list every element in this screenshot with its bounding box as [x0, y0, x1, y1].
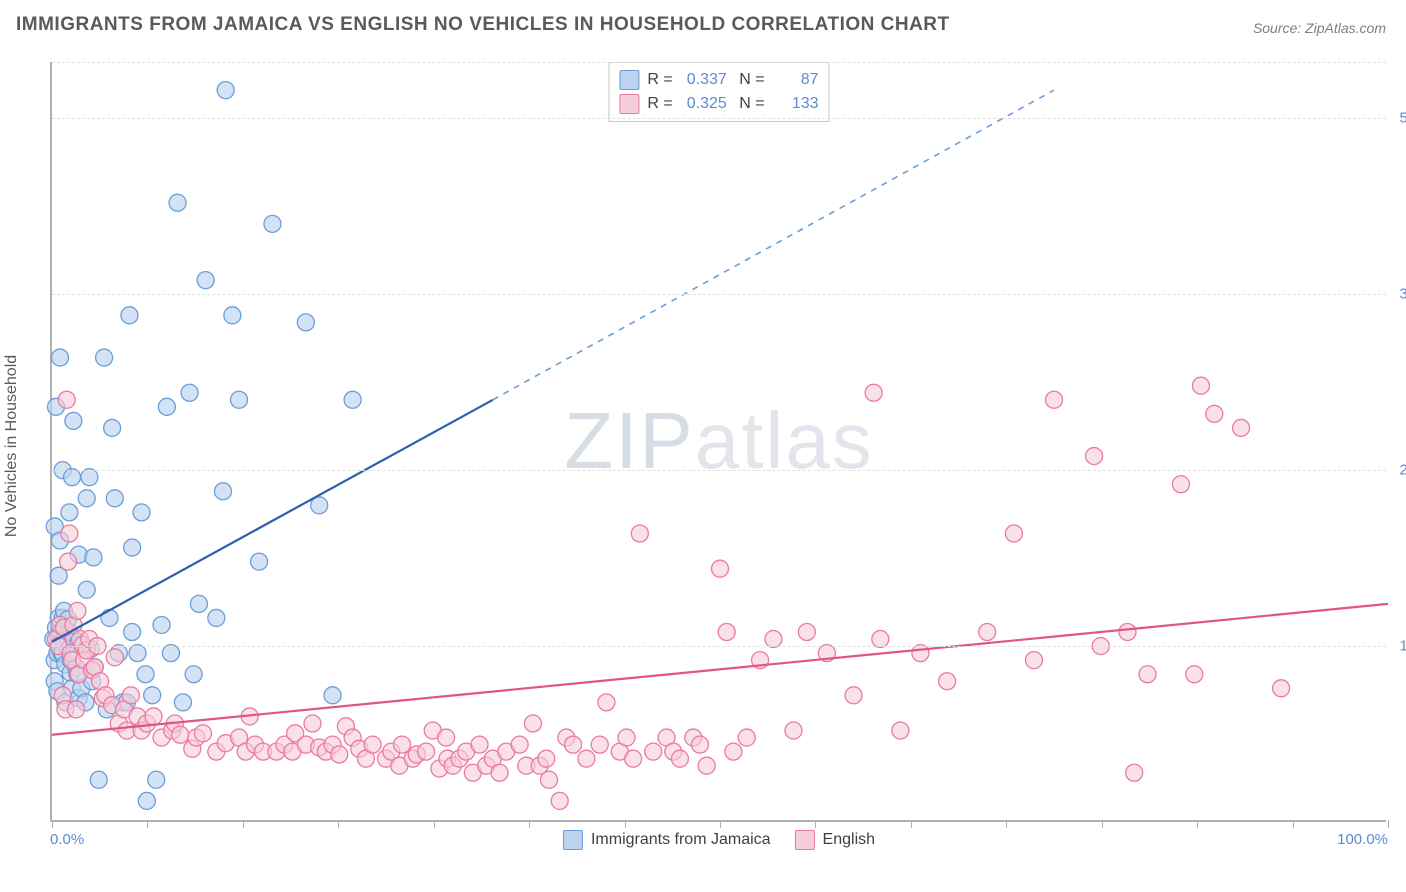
x-max-label: 100.0% [1337, 831, 1388, 848]
r-value-english: 0.325 [681, 95, 727, 113]
legend-row-english: R = 0.325 N = 133 [619, 92, 818, 116]
x-tick [52, 820, 53, 828]
y-axis-label: No Vehicles in Household [3, 355, 21, 537]
x-tick [434, 820, 435, 828]
legend-swatch-english [619, 94, 639, 114]
gridline [52, 294, 1386, 295]
x-tick [147, 820, 148, 828]
r-label: R = [647, 71, 672, 89]
gridline [52, 62, 1386, 63]
n-label: N = [735, 71, 765, 89]
y-tick-label: 25.0% [1392, 462, 1406, 479]
legend-row-jamaica: R = 0.337 N = 87 [619, 68, 818, 92]
x-tick [911, 820, 912, 828]
y-tick-label: 50.0% [1392, 110, 1406, 127]
y-tick-label: 12.5% [1392, 638, 1406, 655]
legend-label-jamaica: Immigrants from Jamaica [591, 831, 771, 849]
x-tick [720, 820, 721, 828]
x-tick [1006, 820, 1007, 828]
x-tick [338, 820, 339, 828]
r-label: R = [647, 95, 672, 113]
x-tick [1388, 820, 1389, 828]
legend-swatch-jamaica [619, 70, 639, 90]
legend-swatch-jamaica [563, 830, 583, 850]
x-tick [625, 820, 626, 828]
r-value-jamaica: 0.337 [681, 71, 727, 89]
n-label: N = [735, 95, 765, 113]
x-tick [1197, 820, 1198, 828]
n-value-jamaica: 87 [773, 71, 819, 89]
legend-item-jamaica: Immigrants from Jamaica [563, 830, 771, 850]
plot-area: ZIPatlas R = 0.337 N = 87 R = 0.325 N = … [50, 62, 1386, 822]
legend-swatch-english [795, 830, 815, 850]
y-tick-label: 37.5% [1392, 286, 1406, 303]
chart-title: IMMIGRANTS FROM JAMAICA VS ENGLISH NO VE… [16, 14, 950, 36]
gridline [52, 118, 1386, 119]
x-axis-legend: Immigrants from Jamaica English [563, 830, 875, 850]
x-tick [815, 820, 816, 828]
x-tick [529, 820, 530, 828]
gridline [52, 470, 1386, 471]
source-attribution: Source: ZipAtlas.com [1253, 20, 1386, 36]
legend-item-english: English [795, 830, 875, 850]
x-tick [243, 820, 244, 828]
gridline [52, 646, 1386, 647]
stats-legend: R = 0.337 N = 87 R = 0.325 N = 133 [608, 62, 829, 122]
x-tick [1293, 820, 1294, 828]
legend-label-english: English [823, 831, 875, 849]
chart-svg [52, 62, 1386, 820]
n-value-english: 133 [773, 95, 819, 113]
x-min-label: 0.0% [50, 831, 84, 848]
x-tick [1102, 820, 1103, 828]
